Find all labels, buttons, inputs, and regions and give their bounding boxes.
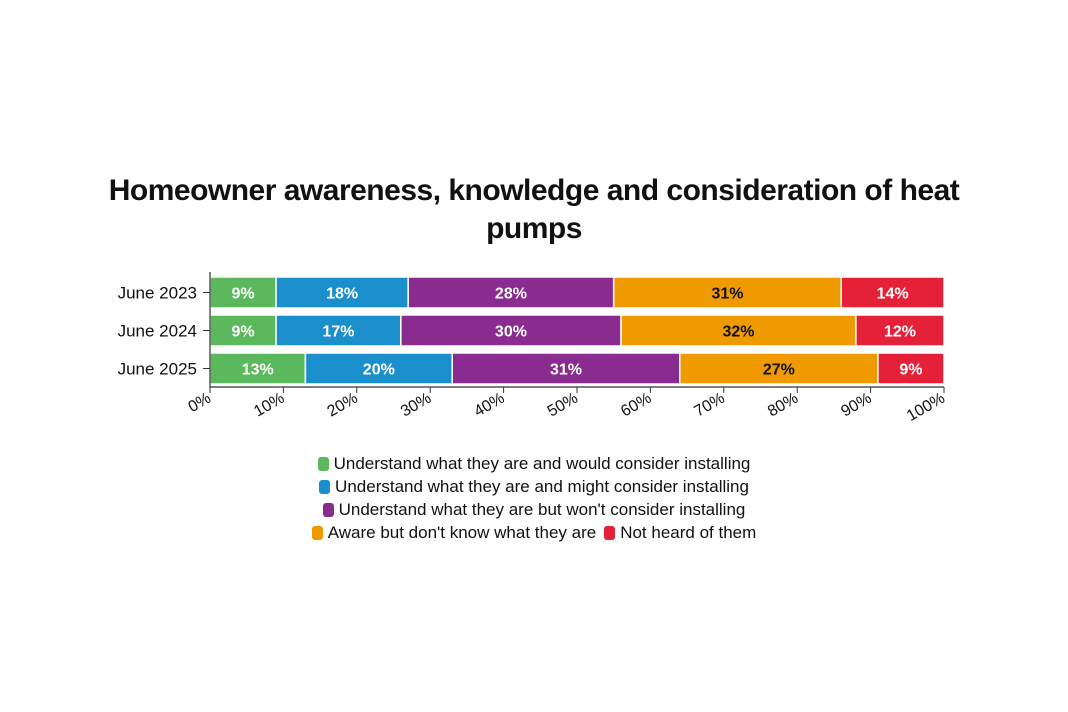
x-tick-label: 0% (185, 390, 214, 416)
data-label: 20% (363, 362, 395, 379)
x-tick-label: 50% (545, 390, 581, 421)
bar-segment (304, 352, 453, 385)
legend-label: Not heard of them (620, 522, 757, 542)
bar-segment (840, 276, 945, 309)
legend-swatch (604, 525, 616, 540)
bar-segment (612, 276, 842, 309)
data-label: 13% (242, 362, 274, 379)
x-tick-label: 10% (251, 390, 287, 421)
bar-segment (451, 352, 681, 385)
data-label: 14% (877, 286, 909, 303)
legend-row-2: Understand what they are and might consi… (0, 475, 1068, 498)
legend-item-aware: Aware but don't know what they are (311, 522, 597, 543)
x-tick-label: 80% (765, 390, 801, 421)
legend-swatch (317, 456, 329, 471)
data-label: 31% (550, 362, 582, 379)
legend-swatch (322, 502, 334, 517)
legend-label: Aware but don't know what they are (327, 522, 597, 542)
x-tick-label: 40% (471, 390, 507, 421)
x-tick-label: 90% (838, 390, 874, 421)
legend-item-wont-consider: Understand what they are but won't consi… (322, 499, 746, 520)
bar-segment (877, 352, 945, 385)
bar-segment (209, 276, 277, 309)
legend-label: Understand what they are and would consi… (333, 453, 751, 473)
category-label: June 2024 (118, 322, 197, 341)
legend: Understand what they are and would consi… (0, 452, 1068, 544)
legend-label: Understand what they are but won't consi… (338, 499, 746, 519)
bar-segment (620, 314, 857, 347)
x-tick-label: 60% (618, 390, 654, 421)
data-label: 31% (711, 286, 743, 303)
data-label: 9% (231, 286, 254, 303)
data-label: 28% (495, 286, 527, 303)
legend-item-not-heard: Not heard of them (604, 523, 756, 543)
data-label: 18% (326, 286, 358, 303)
bar-segment (209, 352, 307, 385)
legend-row-1: Understand what they are and would consi… (0, 452, 1068, 475)
data-label: 17% (322, 324, 354, 341)
legend-item-might-consider: Understand what they are and might consi… (319, 477, 749, 497)
data-label: 32% (722, 324, 754, 341)
data-label: 27% (763, 362, 795, 379)
stacked-bar-chart: 9% 18% 28% 31% 14% June 2023 9% 17% 30% 32% 12% Jun… (118, 272, 948, 425)
x-tick-label: 70% (692, 390, 728, 421)
legend-swatch (311, 525, 323, 540)
x-tick-label: 30% (398, 390, 434, 421)
legend-swatch (319, 479, 331, 494)
category-label: June 2023 (118, 284, 197, 303)
legend-row-4: Aware but don't know what they are Not h… (0, 521, 1068, 544)
chart-title: Homeowner awareness, knowledge and consi… (108, 174, 960, 245)
x-tick-label: 100% (904, 390, 948, 425)
legend-item-would-consider: Understand what they are and would consi… (317, 453, 751, 474)
category-label: June 2025 (118, 360, 197, 379)
bar-segment (855, 314, 945, 347)
x-tick-label: 20% (325, 390, 361, 421)
data-label: 9% (899, 362, 922, 379)
data-label: 9% (231, 324, 254, 341)
data-label: 30% (495, 324, 527, 341)
bar-segment (679, 352, 879, 385)
legend-label: Understand what they are and might consi… (335, 476, 749, 496)
bar-segment (209, 314, 277, 347)
data-label: 12% (884, 324, 916, 341)
legend-row-3: Understand what they are but won't consi… (0, 498, 1068, 521)
